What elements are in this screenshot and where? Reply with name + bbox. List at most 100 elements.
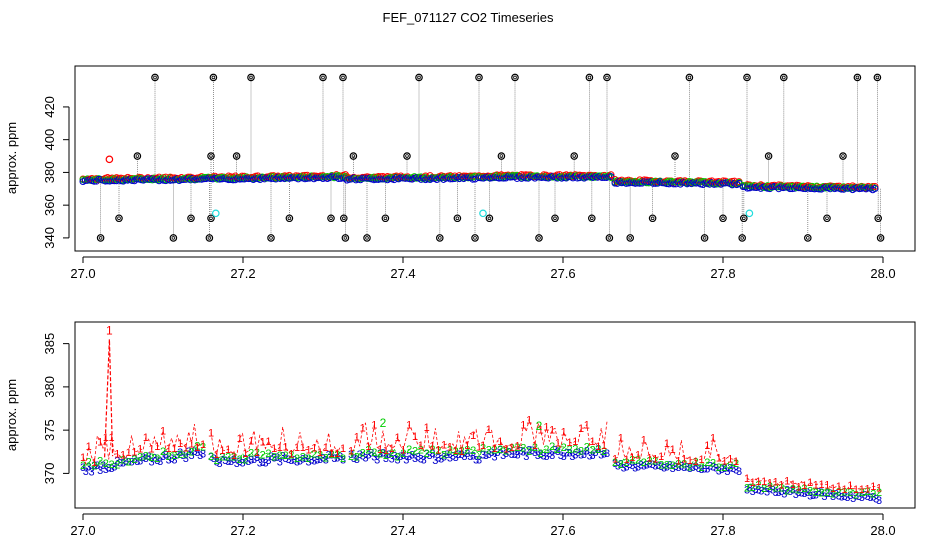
- figure-title: FEF_071127 CO2 Timeseries: [383, 10, 554, 25]
- data-symbol: 3: [180, 450, 186, 462]
- data-symbol: 1: [400, 444, 406, 456]
- data-symbol: 2: [526, 446, 532, 458]
- outlier-point-inner: [721, 216, 725, 221]
- data-symbol: 3: [558, 450, 564, 462]
- data-symbol: 3: [91, 460, 97, 472]
- data-symbol: 1: [283, 442, 289, 454]
- data-symbol: 3: [810, 490, 816, 502]
- data-symbol: 3: [432, 455, 438, 467]
- data-symbol: 1: [681, 453, 687, 465]
- data-symbol: 2: [687, 461, 693, 473]
- data-symbol: 2: [480, 443, 486, 455]
- data-symbol: 3: [245, 456, 251, 468]
- data-symbol: 3: [847, 490, 853, 502]
- data-symbol: 3: [816, 486, 822, 498]
- data-symbol: 2: [143, 450, 149, 462]
- data-symbol: 3: [724, 466, 730, 478]
- data-symbol: 3: [251, 454, 257, 466]
- data-symbol: 3: [827, 488, 833, 500]
- data-symbol: 1: [189, 438, 195, 450]
- outlier-point: [764, 152, 773, 160]
- data-symbol: 3: [635, 462, 641, 474]
- data-symbol: 3: [696, 463, 702, 475]
- data-point: [533, 173, 541, 181]
- data-symbol: 3: [435, 452, 441, 464]
- outlier-point-inner: [487, 216, 492, 221]
- data-symbol: 2: [698, 462, 704, 474]
- data-symbol: 2: [265, 448, 271, 460]
- data-symbol: 3: [461, 451, 467, 463]
- data-symbol: 3: [277, 456, 283, 468]
- data-symbol: 3: [497, 444, 503, 456]
- y-tick-label: 400: [42, 129, 57, 151]
- outlier-point-inner: [473, 236, 477, 240]
- data-symbol: 1: [687, 455, 693, 467]
- data-symbol: 3: [690, 462, 696, 474]
- data-symbol: 2: [572, 444, 578, 456]
- data-symbol: 3: [515, 450, 521, 462]
- data-symbol: 3: [217, 458, 223, 470]
- data-symbol: 1: [532, 440, 538, 452]
- data-symbol: 3: [476, 454, 482, 466]
- data-symbol: 1: [824, 479, 830, 491]
- outlier-point: [209, 73, 218, 82]
- data-symbol: 1: [271, 443, 277, 455]
- data-symbol: 2: [114, 459, 120, 471]
- data-symbol: 3: [357, 449, 363, 461]
- outlier-point: [475, 73, 483, 82]
- data-symbol: 1: [340, 443, 346, 455]
- data-symbol: 2: [486, 444, 492, 456]
- data-symbol: 3: [770, 484, 776, 496]
- data-symbol: 3: [824, 488, 830, 500]
- outlier-point: [700, 234, 709, 242]
- data-symbol: 2: [412, 446, 418, 458]
- data-symbol: 3: [351, 453, 357, 465]
- data-symbol: 1: [658, 451, 664, 463]
- outlier-point-inner: [343, 236, 348, 240]
- data-symbol: 3: [598, 450, 604, 462]
- data-symbol: 1: [114, 449, 120, 461]
- data-symbol: 3: [701, 463, 707, 475]
- data-symbol: 2: [566, 444, 572, 456]
- data-symbol: 2: [784, 485, 790, 497]
- data-symbol: 3: [842, 491, 848, 503]
- data-symbol: 2: [515, 442, 521, 454]
- data-symbol: 3: [117, 458, 123, 470]
- data-symbol: 3: [464, 448, 470, 460]
- series-line: [746, 482, 880, 497]
- data-symbol: 3: [569, 451, 575, 463]
- outlier-point-inner: [553, 216, 557, 221]
- data-symbol: 2: [664, 459, 670, 471]
- data-symbol: 3: [641, 460, 647, 472]
- series-line: [82, 423, 204, 466]
- data-symbol: 1: [277, 442, 283, 454]
- series-line: [746, 477, 880, 490]
- outlier-point-inner: [607, 236, 612, 240]
- data-symbol: 2: [288, 449, 294, 461]
- data-symbol: 3: [681, 462, 687, 474]
- data-symbol: 2: [595, 444, 601, 456]
- data-symbol: 2: [670, 460, 676, 472]
- y-tick-label: 370: [42, 463, 57, 485]
- data-symbol: 3: [126, 456, 132, 468]
- data-symbol: 3: [523, 451, 529, 463]
- x-tick-label: 28.0: [870, 266, 895, 281]
- data-symbol: 2: [532, 442, 538, 454]
- data-symbol: 3: [470, 450, 476, 462]
- data-symbol: 2: [441, 449, 447, 461]
- data-symbol: 1: [486, 424, 492, 436]
- data-symbol: 3: [424, 449, 430, 461]
- series-line: [210, 450, 344, 461]
- data-symbol: 1: [371, 420, 377, 432]
- outlier-point-inner: [589, 216, 594, 221]
- outlier-point: [603, 73, 611, 82]
- data-symbol: 1: [670, 444, 676, 456]
- outlier-point: [551, 214, 559, 223]
- data-symbol: 1: [328, 448, 334, 460]
- data-symbol: 2: [773, 483, 779, 495]
- data-symbol: 3: [546, 448, 552, 460]
- data-symbol: 2: [727, 460, 733, 472]
- data-point: [607, 171, 615, 179]
- data-symbol: 1: [801, 480, 807, 492]
